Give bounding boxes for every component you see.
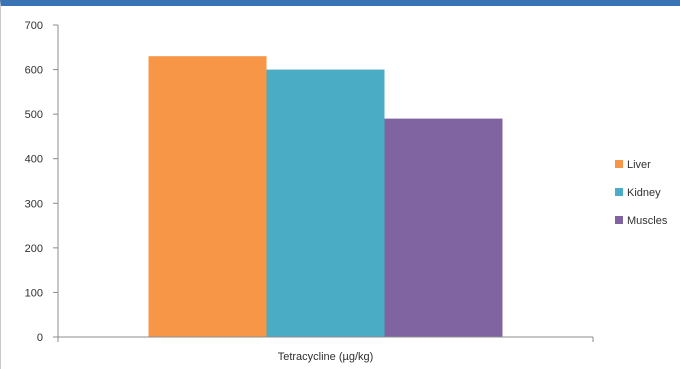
y-tick-label: 100 xyxy=(25,287,43,299)
legend-swatch-liver xyxy=(615,160,623,168)
legend-label-liver: Liver xyxy=(627,159,651,171)
x-axis-title: Tetracycline (µg/kg) xyxy=(278,351,374,363)
y-axis: 0 100 200 300 400 500 600 700 xyxy=(25,20,59,344)
bar-kidney xyxy=(266,69,385,338)
bars xyxy=(148,56,503,338)
legend: Liver Kidney Muscles xyxy=(615,159,668,227)
legend-label-kidney: Kidney xyxy=(627,187,661,199)
x-axis xyxy=(57,336,594,342)
bar-liver xyxy=(148,56,267,337)
y-tick-label: 300 xyxy=(25,198,43,210)
y-tick-label: 0 xyxy=(37,332,43,344)
y-tick-label: 200 xyxy=(25,243,43,255)
y-tick-label: 500 xyxy=(25,109,43,121)
y-tick-label: 700 xyxy=(25,20,43,32)
y-tick-label: 600 xyxy=(25,65,43,77)
bar-muscles xyxy=(384,118,503,337)
legend-swatch-muscles xyxy=(615,216,623,224)
y-tick-label: 400 xyxy=(25,154,43,166)
legend-label-muscles: Muscles xyxy=(627,215,668,227)
legend-swatch-kidney xyxy=(615,188,623,196)
